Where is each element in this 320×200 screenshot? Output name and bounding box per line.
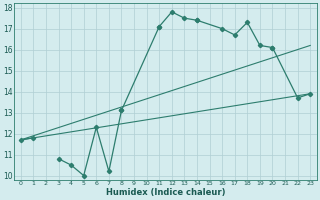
X-axis label: Humidex (Indice chaleur): Humidex (Indice chaleur): [106, 188, 225, 197]
